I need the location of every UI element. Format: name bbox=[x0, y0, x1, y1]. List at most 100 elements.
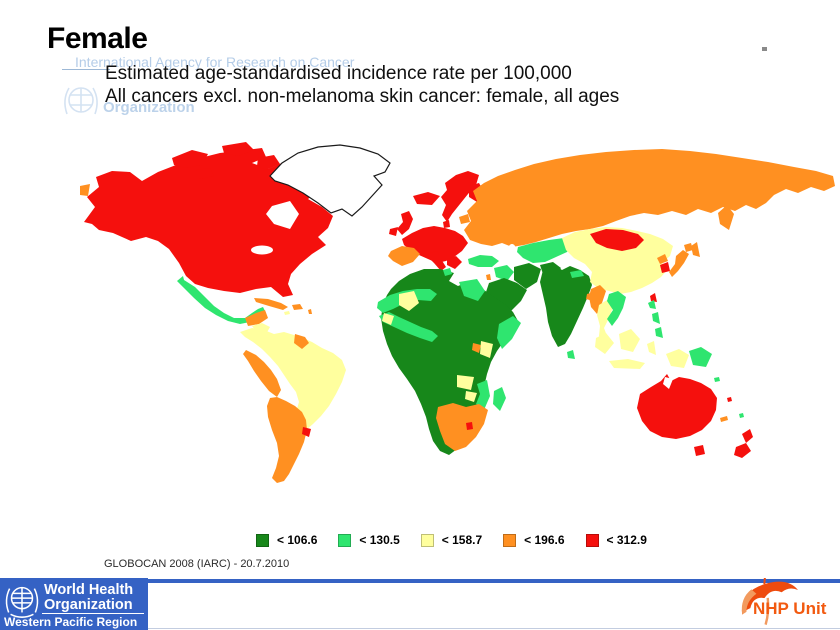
region-mongolia bbox=[590, 229, 644, 251]
region-somalia bbox=[497, 316, 521, 349]
region-nepal bbox=[570, 270, 584, 278]
region-uk bbox=[397, 211, 413, 235]
region-tasmania bbox=[694, 445, 705, 456]
region-uganda bbox=[472, 343, 481, 353]
footer-divider-line bbox=[143, 579, 840, 583]
black-sea bbox=[466, 247, 488, 257]
region-zimbabwe bbox=[465, 391, 477, 402]
region-australia bbox=[637, 374, 717, 439]
map-title-line2: All cancers excl. non-melanoma skin canc… bbox=[105, 86, 620, 107]
legend-label: < 130.5 bbox=[359, 533, 400, 547]
who-region-label: Western Pacific Region bbox=[4, 615, 138, 629]
region-lesotho bbox=[466, 422, 473, 430]
nhp-unit-logo: NHP Unit bbox=[725, 577, 840, 630]
umbrella-canopy bbox=[741, 581, 798, 615]
region-central-asia bbox=[517, 238, 573, 263]
region-zambia bbox=[457, 375, 474, 390]
region-mozambique bbox=[476, 380, 490, 410]
region-north-korea bbox=[657, 254, 668, 264]
legend-item: < 196.6 bbox=[503, 533, 565, 547]
region-israel bbox=[486, 274, 491, 280]
umbrella-handle bbox=[764, 597, 770, 625]
region-arctic-islands-1 bbox=[172, 150, 208, 168]
region-lesser-antilles bbox=[308, 309, 312, 314]
caspian-sea bbox=[507, 244, 517, 264]
region-borneo bbox=[619, 329, 640, 352]
region-new-caledonia bbox=[720, 416, 728, 422]
umbrella-highlight bbox=[741, 589, 757, 615]
region-solomon-islands bbox=[714, 377, 720, 382]
who-separator bbox=[42, 612, 144, 614]
region-hispaniola bbox=[292, 304, 303, 310]
map-legend: < 106.6 < 130.5 < 158.7 < 196.6 < 312.9 bbox=[256, 533, 647, 547]
region-canada-usa bbox=[84, 148, 333, 297]
region-iberia bbox=[388, 246, 420, 266]
region-new-zealand-north bbox=[742, 429, 753, 443]
region-ireland bbox=[389, 227, 398, 236]
legend-item: < 106.6 bbox=[256, 533, 317, 547]
legend-swatch bbox=[256, 533, 269, 547]
region-philippines-2 bbox=[652, 312, 660, 324]
legend-item: < 158.7 bbox=[420, 533, 482, 547]
region-china bbox=[562, 227, 673, 294]
region-jamaica bbox=[284, 311, 290, 315]
region-iceland bbox=[413, 192, 440, 205]
region-kenya bbox=[480, 341, 493, 358]
region-chile-argentina bbox=[267, 397, 307, 483]
region-hokkaido bbox=[684, 243, 693, 252]
tiny-gray-mark bbox=[762, 47, 767, 51]
region-philippines-1 bbox=[648, 300, 656, 309]
who-emblem-icon bbox=[5, 586, 39, 618]
umbrella-icon bbox=[741, 577, 798, 625]
region-russia bbox=[464, 149, 835, 247]
region-guinea bbox=[382, 313, 394, 325]
region-norway-sweden bbox=[441, 171, 479, 222]
region-africa-main bbox=[381, 269, 518, 455]
region-cuba bbox=[254, 298, 288, 310]
legend-swatch bbox=[585, 533, 599, 547]
region-sumatra bbox=[595, 333, 614, 354]
region-colombia-venezuela-brazil bbox=[240, 328, 346, 430]
region-papua-new-guinea bbox=[689, 347, 712, 367]
legend-label: < 196.6 bbox=[524, 533, 565, 547]
great-lakes bbox=[251, 245, 273, 255]
region-baltic-states bbox=[459, 214, 470, 224]
iarc-watermark-underline bbox=[62, 69, 110, 70]
source-note: GLOBOCAN 2008 (IARC) - 20.7.2010 bbox=[104, 558, 290, 570]
iarc-watermark-text: International Agency for Research on Can… bbox=[75, 54, 355, 70]
region-madagascar bbox=[493, 387, 506, 411]
region-fiji bbox=[739, 413, 744, 418]
hudson-bay bbox=[266, 201, 299, 229]
region-west-new-guinea bbox=[666, 349, 689, 368]
region-myanmar bbox=[589, 285, 606, 314]
nhp-unit-label: NHP Unit bbox=[753, 599, 827, 618]
region-india-pakistan bbox=[540, 264, 592, 347]
region-chukotka-west-tip bbox=[80, 184, 90, 196]
region-guyana-suriname bbox=[294, 334, 309, 349]
legend-swatch bbox=[503, 533, 517, 547]
region-egypt bbox=[459, 279, 485, 301]
who-logo-block: World Health Organization Western Pacifi… bbox=[0, 578, 148, 630]
region-syria-iraq bbox=[494, 265, 514, 281]
region-ecuador-peru bbox=[243, 350, 281, 397]
region-sakhalin bbox=[691, 242, 700, 257]
region-arctic-islands-3 bbox=[257, 155, 280, 170]
region-mali bbox=[399, 291, 419, 311]
legend-label: < 312.9 bbox=[606, 533, 647, 547]
region-sri-lanka bbox=[567, 350, 575, 359]
region-italy bbox=[428, 251, 446, 271]
region-mexico bbox=[177, 276, 266, 324]
who-watermark-text: Organization bbox=[103, 99, 195, 116]
region-kamchatka bbox=[718, 205, 734, 230]
who-name-line1: World Health bbox=[44, 582, 134, 598]
who-name-line2: Organization bbox=[44, 597, 133, 613]
region-new-zealand-south bbox=[734, 443, 751, 458]
who-watermark-emblem-icon bbox=[64, 87, 98, 115]
legend-item: < 130.5 bbox=[338, 533, 400, 547]
region-iran bbox=[514, 263, 541, 289]
region-vanuatu bbox=[727, 397, 732, 402]
map-title-line1: Estimated age-standardised incidence rat… bbox=[105, 63, 572, 84]
region-vietnam-laos bbox=[607, 291, 626, 326]
page-title: Female bbox=[47, 22, 148, 55]
